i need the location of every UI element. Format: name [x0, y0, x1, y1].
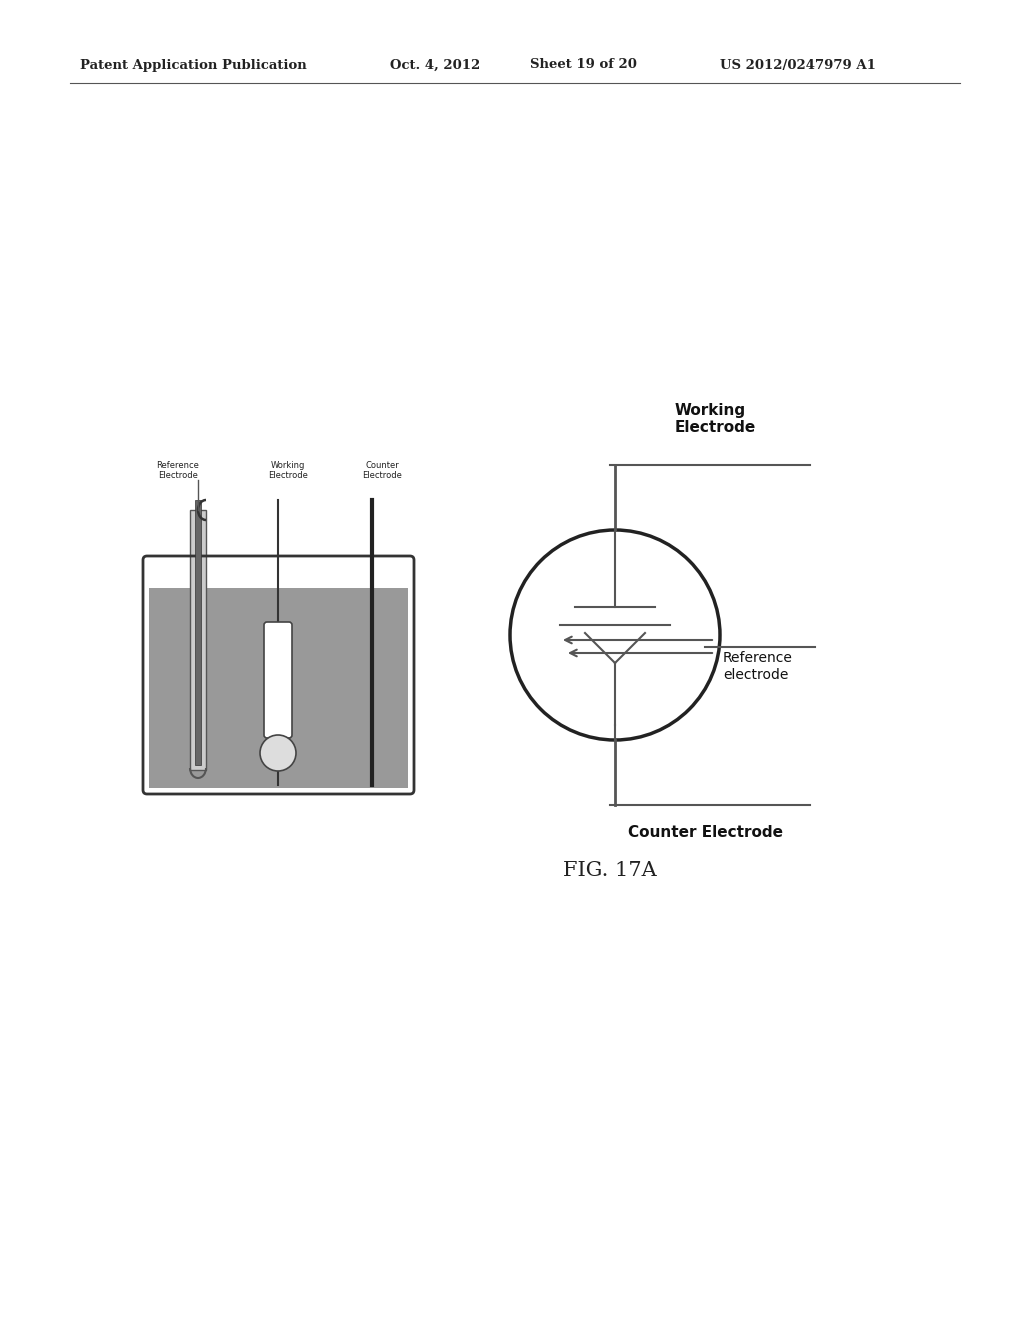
Text: Sheet 19 of 20: Sheet 19 of 20	[530, 58, 637, 71]
Text: Reference
Electrode: Reference Electrode	[157, 461, 200, 480]
FancyBboxPatch shape	[264, 622, 292, 738]
Text: Oct. 4, 2012: Oct. 4, 2012	[390, 58, 480, 71]
Text: Reference
electrode: Reference electrode	[723, 652, 793, 681]
Text: Counter Electrode: Counter Electrode	[628, 825, 782, 840]
Text: FIG. 17A: FIG. 17A	[563, 861, 656, 879]
FancyBboxPatch shape	[150, 562, 408, 587]
Text: US 2012/0247979 A1: US 2012/0247979 A1	[720, 58, 876, 71]
Text: Patent Application Publication: Patent Application Publication	[80, 58, 307, 71]
FancyBboxPatch shape	[190, 510, 206, 770]
Text: Working
Electrode: Working Electrode	[675, 403, 757, 436]
Circle shape	[260, 735, 296, 771]
Text: Working
Electrode: Working Electrode	[268, 461, 308, 480]
Circle shape	[510, 531, 720, 741]
FancyBboxPatch shape	[150, 587, 408, 788]
FancyBboxPatch shape	[195, 500, 201, 766]
Text: Counter
Electrode: Counter Electrode	[362, 461, 402, 480]
